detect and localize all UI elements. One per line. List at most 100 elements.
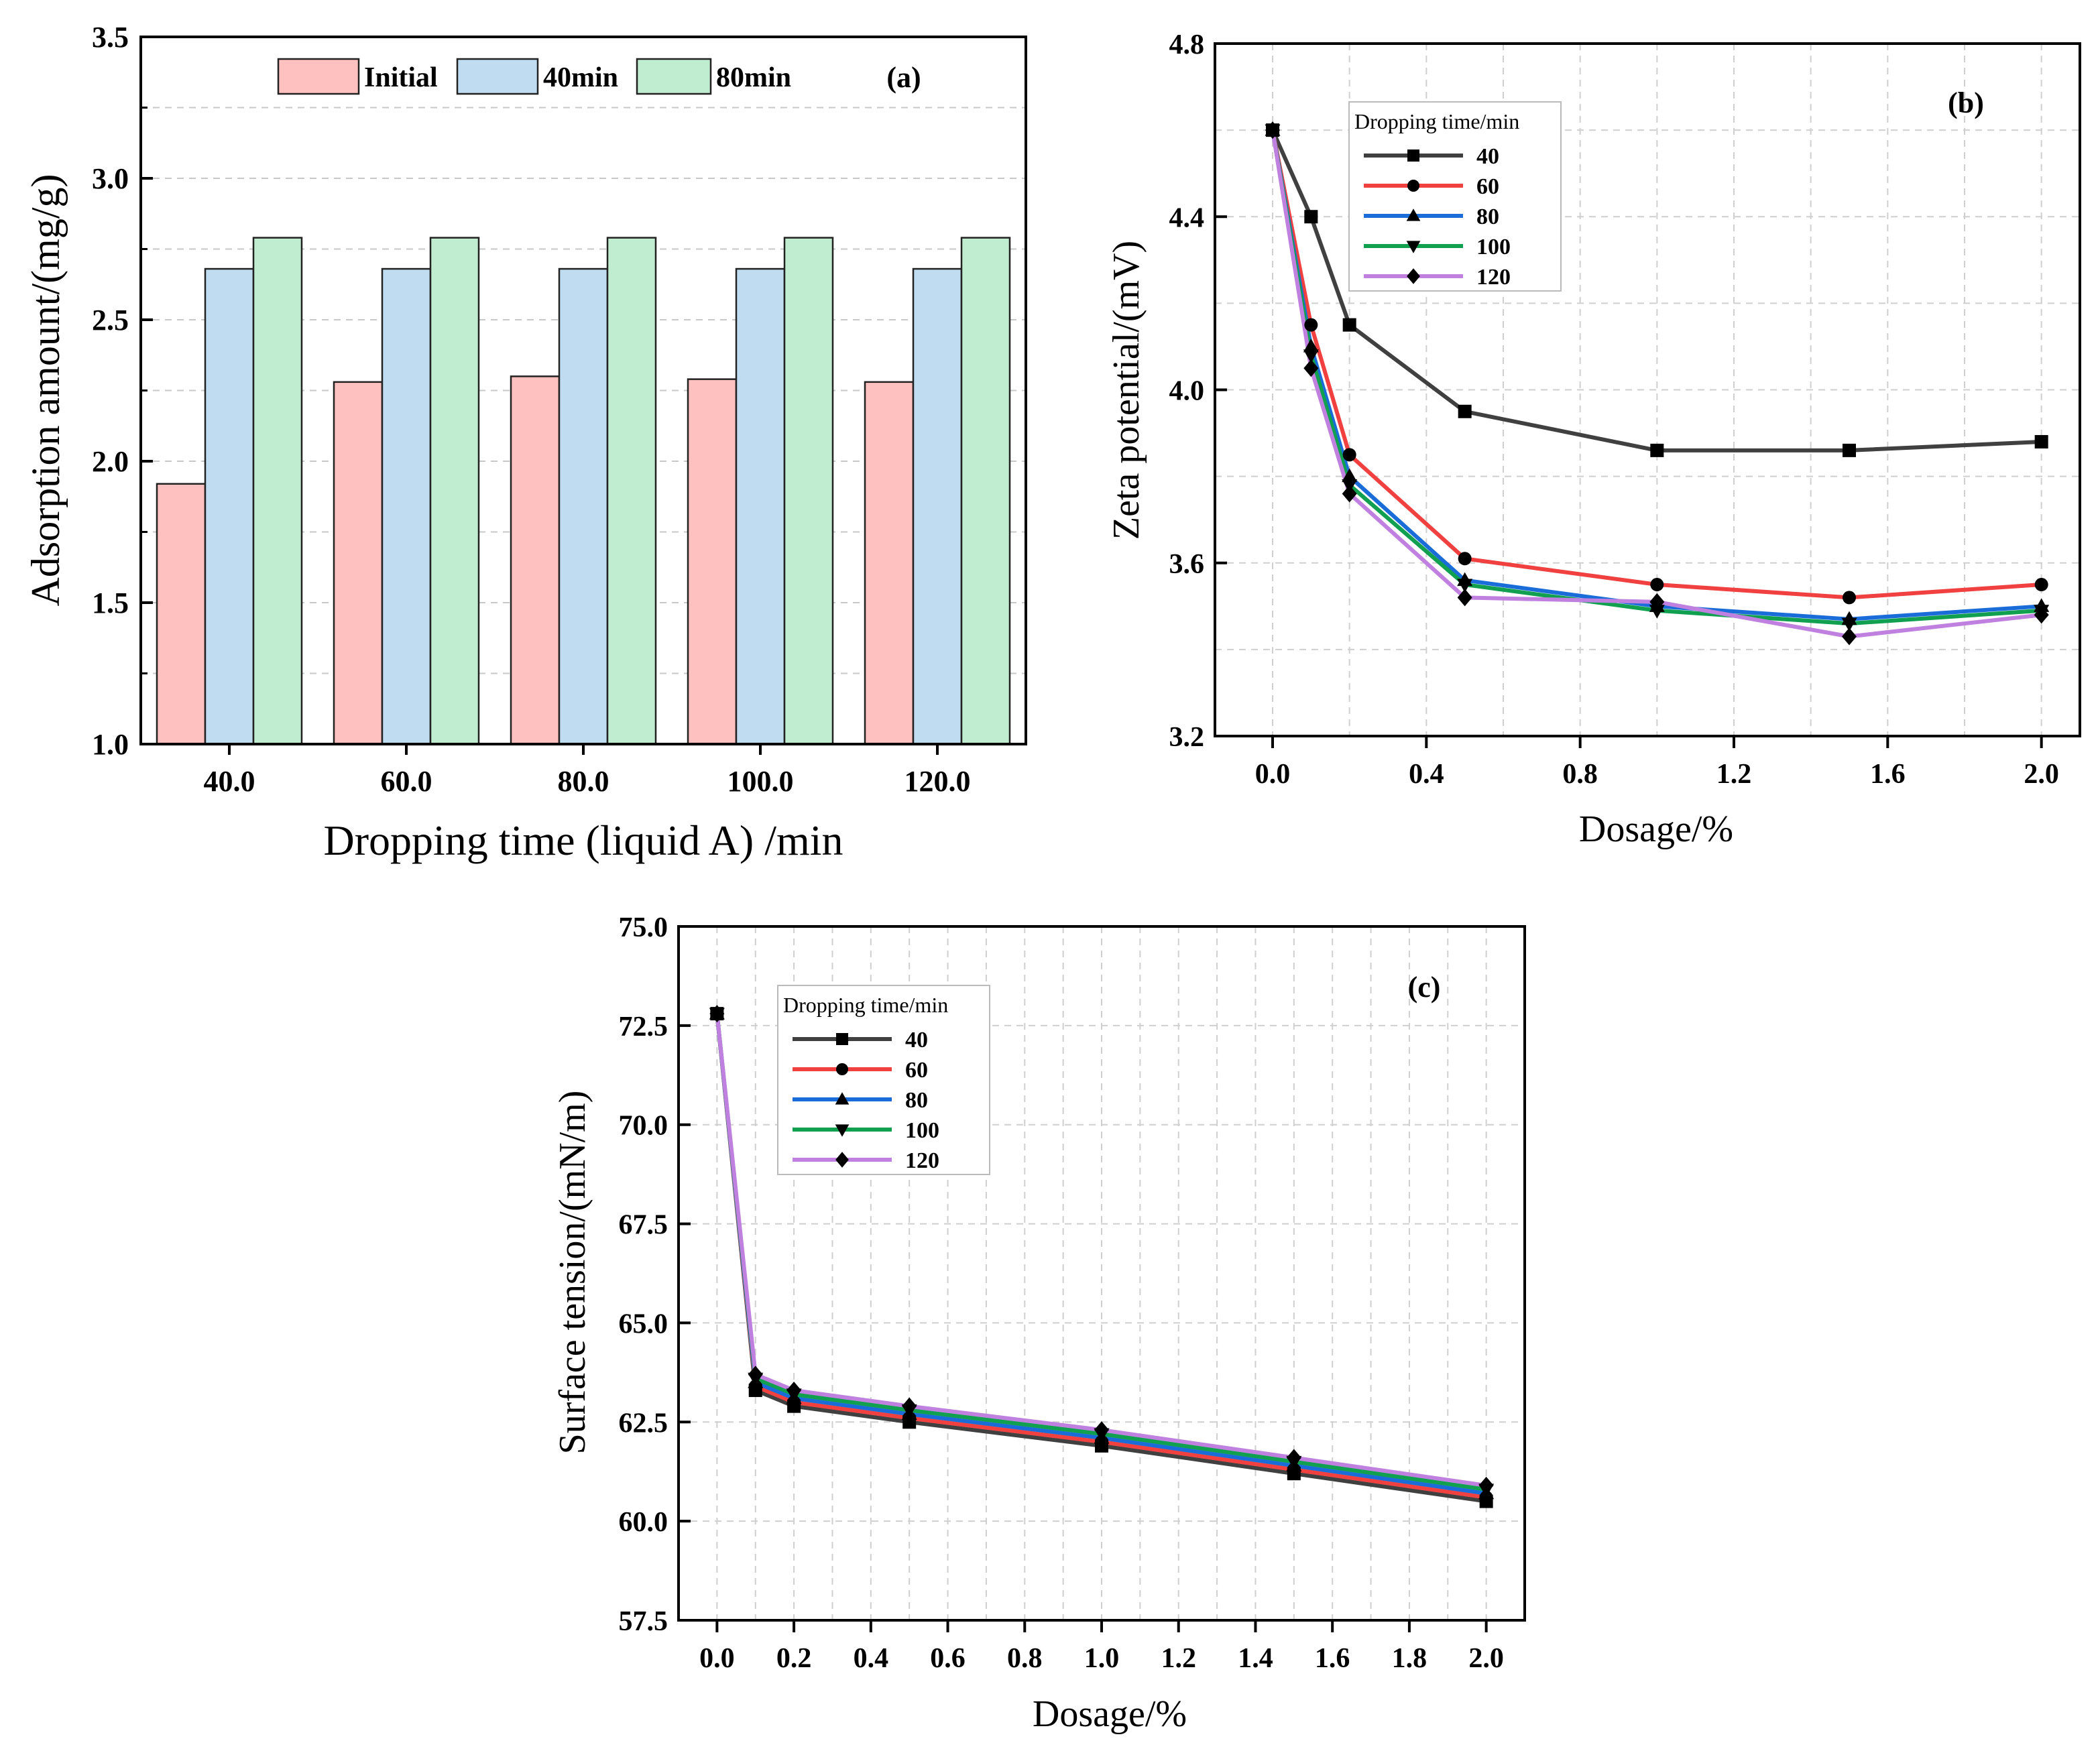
- y-tick-label: 3.2: [1169, 722, 1205, 753]
- x-tick-label: 60.0: [381, 765, 432, 798]
- y-tick-label: 70.0: [619, 1111, 668, 1142]
- panel-a-label: (a): [886, 61, 921, 94]
- x-tick-label: 2.0: [2024, 759, 2059, 790]
- data-point-120: [1303, 359, 1319, 377]
- x-tick-label: 0.0: [699, 1643, 735, 1674]
- data-point-40: [1342, 318, 1356, 332]
- panel-b-line-chart: 3.2 3.6 4.0 4.4 4.8 0.0 0.4 0.8 1.2 1.6 2.0 Dropp…: [1106, 29, 2081, 850]
- panel-c-label: (c): [1408, 971, 1441, 1004]
- legend-label: 80: [905, 1088, 928, 1113]
- bar: [606, 237, 657, 745]
- panel-a-x-axis-title: Dropping time (liquid A) /min: [323, 817, 843, 864]
- legend-title: Dropping time/min: [783, 993, 948, 1017]
- panel-b-frame: [1214, 42, 2081, 737]
- y-tick-label: 4.4: [1169, 202, 1205, 233]
- y-tick-label: 2.5: [92, 304, 129, 337]
- data-point-120: [709, 1005, 725, 1023]
- x-tick-label: 120.0: [905, 765, 971, 798]
- bar: [333, 381, 384, 745]
- y-tick-label: 1.5: [92, 587, 129, 619]
- data-point-120: [1094, 1421, 1109, 1439]
- panel-c-legend: Dropping time/min 40 60 80 100 120: [777, 985, 990, 1175]
- data-point-120: [1842, 627, 1857, 646]
- x-tick-label: 0.2: [776, 1643, 812, 1674]
- panel-b-x-ticks: 0.0 0.4 0.8 1.2 1.6 2.0: [1255, 736, 2059, 790]
- y-tick-label: 75.0: [619, 912, 668, 943]
- data-point-40: [2034, 434, 2048, 448]
- x-tick-label: 1.0: [1084, 1643, 1120, 1674]
- legend-label: 100: [1476, 235, 1511, 259]
- legend-marker: [835, 1092, 850, 1105]
- data-point-80: [1303, 338, 1319, 353]
- data-point-100: [1649, 605, 1665, 619]
- y-tick-label: 57.5: [619, 1606, 668, 1637]
- data-point-120: [1286, 1449, 1301, 1467]
- panel-b-series: [1265, 121, 2050, 646]
- data-point-40: [1304, 210, 1318, 224]
- panel-c-x-ticks: 0.0 0.2 0.4 0.6 0.8 1.0 1.2 1.4 1.6 1.8 2.0: [699, 1620, 1504, 1674]
- panel-c-y-axis-title: Surface tension/(mN/m): [552, 1091, 593, 1455]
- data-point-100: [1841, 617, 1857, 632]
- data-point-60: [1843, 591, 1856, 605]
- x-tick-label: 1.2: [1716, 759, 1752, 790]
- x-tick-label: 100.0: [727, 765, 794, 798]
- legend-marker: [1406, 208, 1421, 221]
- legend-marker: [1407, 180, 1419, 192]
- panel-b-y-axis-title: Zeta potential/(mV): [1106, 241, 1147, 540]
- x-tick-label: 0.8: [1007, 1643, 1043, 1674]
- data-point-120: [1265, 121, 1280, 139]
- x-tick-label: 80.0: [558, 765, 609, 798]
- legend-box: [777, 985, 990, 1175]
- data-point-120: [748, 1366, 763, 1384]
- data-point-40: [1650, 443, 1664, 457]
- bar: [735, 267, 786, 745]
- data-point-80: [1342, 468, 1358, 483]
- legend-label: 80min: [716, 62, 791, 93]
- legend-swatch: [277, 58, 360, 95]
- y-tick-label: 72.5: [619, 1012, 668, 1042]
- data-point-120: [902, 1397, 917, 1415]
- x-tick-label: 1.6: [1870, 759, 1906, 790]
- data-point-100: [1457, 579, 1473, 593]
- bar: [687, 378, 738, 745]
- y-tick-label: 62.5: [619, 1408, 668, 1439]
- x-tick-label: 0.4: [1409, 759, 1444, 790]
- x-tick-label: 40.0: [204, 765, 255, 798]
- legend-swatch: [636, 58, 712, 95]
- panel-a-x-ticks: 40.0 60.0 80.0 100.0 120.0: [204, 744, 971, 798]
- panel-b-y-ticks: 3.2 3.6 4.0 4.4 4.8: [1169, 29, 1227, 753]
- x-tick-label: 0.8: [1562, 759, 1598, 790]
- data-point-120: [786, 1381, 802, 1399]
- panel-c-y-ticks: 57.5 60.0 62.5 65.0 67.5 70.0 72.5 75.0: [619, 912, 691, 1637]
- bar: [510, 375, 561, 745]
- legend-label: 40: [1476, 144, 1499, 169]
- legend-label: 100: [905, 1118, 939, 1143]
- data-point-120: [1457, 589, 1472, 607]
- panel-b-label: (b): [1948, 86, 1984, 119]
- legend-label: Initial: [364, 62, 438, 93]
- bar: [864, 381, 915, 745]
- panel-a-y-axis-title: Adsorption amount/(mg/g): [23, 174, 68, 607]
- panel-c-line-chart: 57.560.062.565.067.570.072.575.0 0.0 0.2 0…: [552, 912, 1526, 1735]
- data-point-60: [2034, 578, 2048, 592]
- data-point-40: [1843, 443, 1856, 457]
- legend-label: 40min: [543, 62, 618, 93]
- bar: [960, 237, 1011, 745]
- panel-a-bar-chart: 1.0 1.5 2.0 2.5 3.0 3.5 40.0 60.0 80.0 100.0 120.…: [23, 21, 1027, 864]
- legend-marker: [1406, 241, 1421, 253]
- y-tick-label: 3.6: [1169, 549, 1205, 580]
- data-point-60: [1458, 552, 1472, 566]
- legend-swatch: [456, 58, 539, 95]
- panel-a-y-ticks: 1.0 1.5 2.0 2.5 3.0 3.5: [92, 21, 153, 761]
- panel-b-grid: [1215, 44, 2080, 736]
- bar: [156, 483, 207, 745]
- y-tick-label: 2.0: [92, 445, 129, 478]
- data-point-120: [1649, 593, 1665, 611]
- data-point-60: [1342, 448, 1356, 462]
- y-tick-label: 3.5: [92, 21, 129, 54]
- legend-marker: [1407, 149, 1419, 162]
- legend-marker: [836, 1063, 848, 1075]
- x-tick-label: 0.4: [854, 1643, 889, 1674]
- bar: [912, 267, 963, 745]
- data-point-120: [1478, 1476, 1494, 1494]
